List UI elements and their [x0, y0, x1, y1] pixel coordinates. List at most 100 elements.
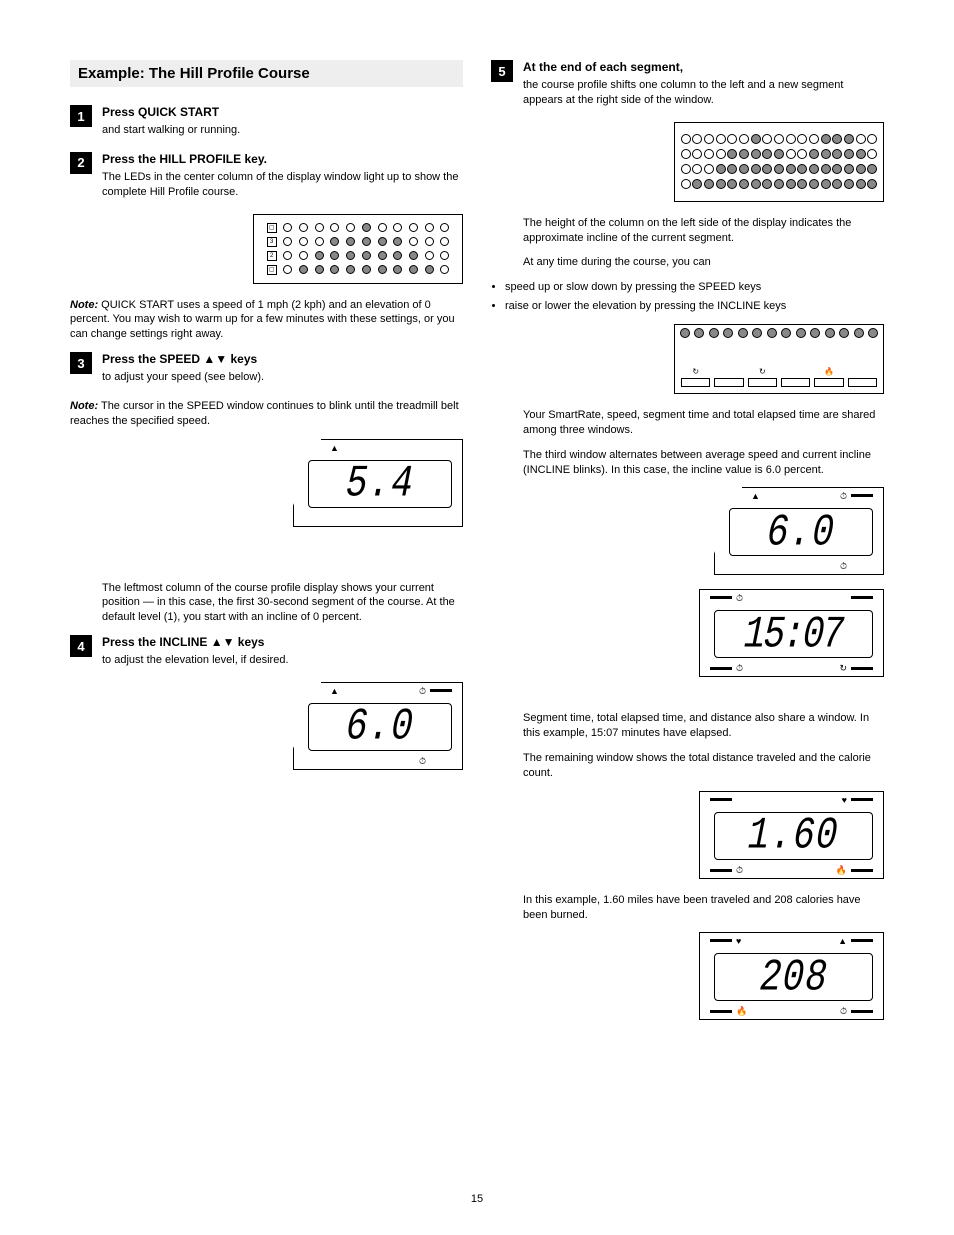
led-dot [821, 149, 831, 159]
lcd-bar-icon [851, 1010, 873, 1013]
section-title: Example: The Hill Profile Course [78, 65, 455, 82]
led-dot [797, 164, 807, 174]
clock-icon: ⏱ [736, 594, 743, 603]
led-dot [716, 149, 726, 159]
led-dot [867, 149, 877, 159]
note-label: Note: [70, 400, 98, 412]
flame-icon: 🔥 [836, 866, 847, 875]
mountain-icon: ▲ [751, 492, 760, 501]
led-dot [704, 149, 714, 159]
led-dot [844, 149, 854, 159]
section-title-bar: Example: The Hill Profile Course [70, 60, 463, 87]
led-dot [409, 237, 418, 246]
lcd-bar-icon [710, 939, 732, 942]
led-dot [810, 328, 820, 338]
step-2: 2 Press the HILL PROFILE key. The LEDs i… [70, 152, 463, 200]
step-5: 5 At the end of each segment, the course… [491, 60, 884, 108]
led-dot [786, 164, 796, 174]
led-dot [330, 251, 339, 260]
led-dot [299, 223, 308, 232]
led-dot [681, 149, 691, 159]
figure-lcd-incline-left: ▲ ⏱ ⏱ 6.0 [293, 682, 463, 770]
reload-icon: ↻ [692, 367, 699, 376]
led-dot [856, 179, 866, 189]
led-dot [856, 149, 866, 159]
led-dot [681, 179, 691, 189]
led-dot [378, 251, 387, 260]
reload-icon: ↻ [839, 664, 847, 673]
led-dot [856, 134, 866, 144]
para-distance: Segment time, total elapsed time, and di… [523, 711, 884, 741]
para-last: The remaining window shows the total dis… [523, 751, 884, 781]
led-dot [283, 265, 292, 274]
figure-lcd-incline-wrap: ▲ ⏱ ⏱ 6.0 [70, 682, 463, 770]
figure-lcd-incline-right-wrap: ▲ ⏱ ⏱ 6.0 [491, 487, 884, 575]
para-cals: In this example, 1.60 miles have been tr… [523, 893, 884, 923]
figure-led-profile-wrap: ▢32▢ [70, 214, 463, 284]
lcd-bar-icon [851, 494, 873, 497]
lcd-calories-value: 208 [759, 952, 829, 1003]
mountain-icon: ▲ [330, 444, 339, 453]
led-dot [832, 164, 842, 174]
led-dot [781, 328, 791, 338]
console-key [681, 378, 710, 387]
led-dot [727, 164, 737, 174]
led-dot [797, 179, 807, 189]
led-dot [330, 265, 339, 274]
led-dot [692, 149, 702, 159]
step-3-text: to adjust your speed (see below). [102, 370, 463, 385]
led-dot [346, 265, 355, 274]
led-dot [694, 328, 704, 338]
lcd-incline-left-value: 6.0 [345, 701, 415, 752]
page-number: 15 [0, 1193, 954, 1205]
led-dot [704, 134, 714, 144]
figure-lcd-distance: ♥ ⏱ 🔥 1.60 [699, 791, 884, 879]
led-dot [409, 223, 418, 232]
led-dot [393, 265, 402, 274]
led-dot [283, 251, 292, 260]
led-dot [283, 237, 292, 246]
led-dot [854, 328, 864, 338]
step-number: 5 [491, 60, 513, 82]
led-dot [844, 164, 854, 174]
led-dot [425, 265, 434, 274]
led-row-label: 2 [267, 251, 277, 261]
led-dot [378, 223, 387, 232]
led-dot [832, 149, 842, 159]
step-number: 3 [70, 352, 92, 374]
figure-lcd-calories-wrap: ♥ ▲ 🔥 ⏱ 208 [491, 932, 884, 1020]
led-dot [868, 328, 878, 338]
led-dot [796, 328, 806, 338]
led-dot [738, 328, 748, 338]
led-dot [762, 134, 772, 144]
led-row-label: 3 [267, 237, 277, 247]
note-label: Note: [70, 299, 98, 311]
figure-lcd-time-wrap: ⏱ ⏱ ↻ 15:07 [491, 589, 884, 677]
led-dot [299, 251, 308, 260]
led-dot [774, 164, 784, 174]
led-dot [440, 251, 449, 260]
led-dot [440, 237, 449, 246]
led-dot [315, 251, 324, 260]
figure-console-keys-wrap: ↻ ↻ 🔥 [491, 324, 884, 394]
para-after-step4: The leftmost column of the course profil… [102, 581, 463, 626]
led-dot [315, 265, 324, 274]
led-dot [809, 164, 819, 174]
figure-lcd-time: ⏱ ⏱ ↻ 15:07 [699, 589, 884, 677]
console-key [714, 378, 743, 387]
step-2-text: The LEDs in the center column of the dis… [102, 170, 463, 200]
flame-icon: 🔥 [736, 1007, 747, 1016]
led-dot [692, 179, 702, 189]
console-key [848, 378, 877, 387]
clock-icon: ⏱ [840, 1007, 847, 1016]
led-dot [723, 328, 733, 338]
lcd-bar-icon [710, 798, 732, 801]
led-dot [867, 179, 877, 189]
bullet-item: speed up or slow down by pressing the SP… [505, 280, 884, 295]
led-dot [704, 164, 714, 174]
led-dot [709, 328, 719, 338]
led-dot [409, 251, 418, 260]
led-dot [809, 179, 819, 189]
clock-icon: ⏱ [419, 687, 426, 696]
step-5-head: At the end of each segment, [523, 60, 884, 74]
